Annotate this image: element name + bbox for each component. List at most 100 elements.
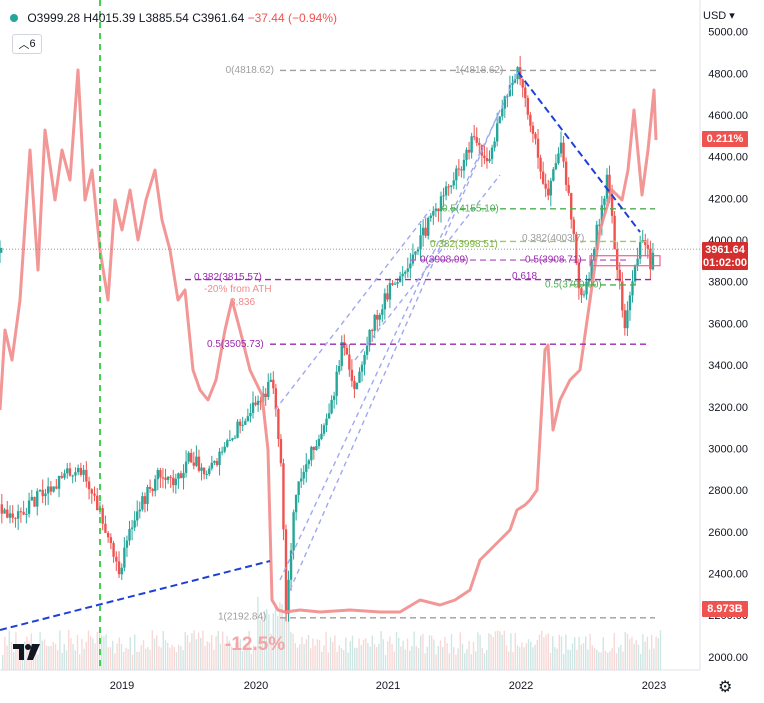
candle-body bbox=[251, 402, 255, 413]
chevron-up-icon: ︿ bbox=[18, 39, 30, 51]
volume-bar bbox=[651, 634, 653, 670]
volume-bar bbox=[411, 646, 413, 670]
candle-body bbox=[128, 528, 131, 541]
volume-bar bbox=[657, 638, 659, 670]
layers-toggle-button[interactable]: ︿ 6 bbox=[12, 34, 42, 54]
market-status-icon bbox=[10, 14, 18, 22]
candle-body bbox=[320, 433, 323, 439]
fib-label-0-b: 0(3908.99) bbox=[420, 255, 468, 266]
volume-bar bbox=[549, 652, 552, 670]
candle-body bbox=[282, 463, 285, 530]
gear-icon[interactable]: ⚙ bbox=[718, 679, 733, 696]
candle-body bbox=[370, 329, 374, 331]
candle-body bbox=[208, 468, 211, 475]
candle-body bbox=[292, 512, 295, 551]
trendline-resistance bbox=[517, 71, 641, 233]
candle-body bbox=[161, 477, 165, 479]
volume-bar bbox=[151, 630, 153, 670]
volume-bar bbox=[175, 652, 178, 670]
fib-label-382: 0.382(3815.57) bbox=[194, 272, 262, 283]
volume-bar bbox=[59, 630, 61, 670]
candle-body bbox=[631, 281, 634, 296]
volume-bar bbox=[68, 630, 70, 670]
volume-bar bbox=[358, 638, 360, 670]
volume-bar bbox=[8, 630, 10, 670]
fib-label-05: 0.5(3505.73) bbox=[207, 339, 264, 350]
volume-bar bbox=[140, 645, 142, 670]
candle-body bbox=[274, 388, 278, 410]
candle-body bbox=[307, 460, 310, 465]
volume-bar bbox=[37, 654, 39, 670]
volume-bar bbox=[334, 635, 336, 670]
candle-body bbox=[246, 416, 250, 422]
price-tick-label: 3200.00 bbox=[708, 402, 748, 414]
volume-bar bbox=[171, 644, 173, 670]
price-tick-label: 3000.00 bbox=[708, 443, 748, 455]
volume-bar bbox=[274, 606, 277, 670]
volume-bar bbox=[288, 614, 290, 670]
volume-bar bbox=[541, 630, 543, 670]
zone-box bbox=[589, 255, 661, 267]
volume-bar bbox=[158, 646, 160, 670]
candle-body bbox=[284, 529, 288, 614]
candle-body bbox=[628, 295, 632, 311]
volume-bar bbox=[13, 652, 15, 670]
volume-bar bbox=[197, 632, 200, 670]
candle-body bbox=[621, 281, 624, 311]
candle-body bbox=[16, 511, 20, 519]
tradingview-logo bbox=[13, 644, 40, 660]
volume-bar bbox=[312, 638, 314, 670]
volume-bar bbox=[316, 639, 318, 670]
volume-bar bbox=[409, 650, 411, 670]
candle-body bbox=[472, 136, 476, 138]
volume-bar bbox=[270, 633, 272, 670]
candle-body bbox=[11, 513, 14, 518]
volume-bar bbox=[206, 641, 208, 670]
volume-bar bbox=[52, 641, 54, 670]
candle-body bbox=[490, 147, 494, 160]
volume-bar bbox=[200, 637, 202, 670]
candle-body bbox=[419, 235, 422, 250]
candle-body bbox=[495, 123, 499, 142]
volume-bar bbox=[2, 654, 4, 670]
volume-bar bbox=[415, 645, 417, 670]
volume-bar bbox=[591, 645, 593, 670]
candle-body bbox=[267, 381, 270, 397]
volume-bar bbox=[224, 643, 226, 670]
volume-bar bbox=[455, 654, 457, 670]
candle-body bbox=[49, 486, 53, 492]
open-value: O3999.28 bbox=[27, 11, 81, 25]
candle-body bbox=[547, 188, 550, 196]
candle-body bbox=[636, 258, 639, 266]
fib-label-382-b: 0.382(4003.7) bbox=[522, 233, 584, 244]
volume-bar bbox=[571, 643, 574, 670]
candle-body bbox=[14, 517, 17, 519]
volume-bar bbox=[259, 620, 261, 670]
volume-bar bbox=[376, 647, 378, 670]
volume-bar bbox=[574, 637, 576, 670]
volume-bar bbox=[516, 645, 519, 670]
candle-body bbox=[467, 149, 471, 153]
candle-body bbox=[141, 496, 144, 510]
candle-body bbox=[106, 532, 110, 538]
volume-bar bbox=[393, 651, 395, 670]
candle-body bbox=[603, 198, 606, 206]
candle-body bbox=[179, 473, 183, 479]
volume-bar bbox=[406, 638, 409, 670]
currency-selector[interactable]: USD ▾ bbox=[703, 10, 735, 22]
volume-bar bbox=[250, 653, 252, 670]
candle-body bbox=[310, 446, 313, 461]
volume-bar bbox=[321, 651, 323, 670]
candle-body bbox=[572, 219, 575, 234]
volume-bar bbox=[349, 641, 351, 670]
volume-bar bbox=[624, 632, 626, 670]
volume-bar bbox=[558, 634, 560, 670]
volume-bar bbox=[600, 652, 602, 670]
volume-bar bbox=[543, 637, 545, 670]
volume-bar bbox=[261, 616, 263, 670]
volume-bar bbox=[138, 651, 140, 670]
volume-bar bbox=[90, 635, 92, 670]
volume-bar bbox=[277, 616, 279, 670]
volume-bar bbox=[107, 647, 109, 670]
